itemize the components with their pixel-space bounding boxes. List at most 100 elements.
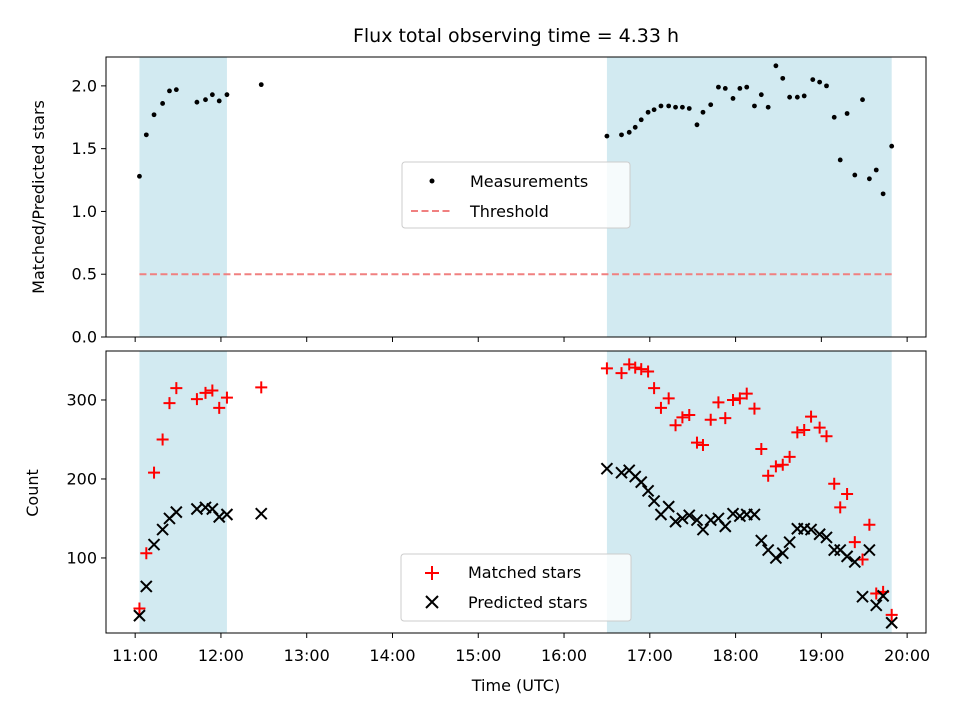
count-y-label: Count <box>23 469 42 517</box>
measurement-point <box>737 85 743 91</box>
predicted-star-point <box>615 466 628 479</box>
measurement-point <box>880 191 886 197</box>
measurement-point <box>817 79 823 85</box>
count-y-tick-label: 300 <box>66 390 97 409</box>
observing-band <box>606 57 892 337</box>
measurement-point <box>167 88 172 94</box>
matched-star-point <box>156 433 169 446</box>
predicted-star-point <box>848 555 862 569</box>
measurement-point <box>680 104 685 110</box>
predicted-star-point <box>635 475 648 489</box>
measurement-point <box>708 102 714 108</box>
predicted-star-point <box>696 523 710 536</box>
matched-star-point <box>669 419 682 432</box>
matched-star-point <box>813 421 826 434</box>
time-x-tick-label: 20:00 <box>884 646 930 665</box>
count-y-tick-label: 100 <box>66 548 97 567</box>
predicted-star-point <box>783 535 796 549</box>
matched-star-point <box>140 547 153 560</box>
measurement-point <box>632 124 638 130</box>
measurement-point <box>810 77 816 83</box>
matched-star-point <box>783 450 796 463</box>
predicted-star-point <box>863 543 876 557</box>
x-axis-label: Time (UTC) <box>471 676 560 695</box>
measurement-point <box>722 85 728 91</box>
count-y-axis: 100 200 300 <box>66 390 106 567</box>
measurement-point <box>203 97 208 103</box>
matched-star-point <box>206 384 219 397</box>
predicted-star-point <box>885 616 898 629</box>
predicted-star-point <box>683 509 696 522</box>
measurement-point <box>716 84 721 90</box>
matched-star-point <box>719 412 732 425</box>
count-y-tick-label: 200 <box>66 469 97 488</box>
matched-star-point <box>642 365 655 378</box>
measurement-point <box>866 176 872 182</box>
predicted-star-point <box>813 528 826 541</box>
matched-star-point <box>696 439 709 451</box>
predicted-star-point <box>755 534 768 547</box>
matched-star-point <box>648 382 661 395</box>
count-legend-box <box>400 553 632 622</box>
matched-star-point <box>704 413 717 426</box>
ratio-x-ticks <box>134 337 908 342</box>
matched-star-point <box>848 536 861 549</box>
matched-star-point <box>690 436 703 449</box>
matched-star-point <box>805 410 818 423</box>
measurement-point <box>744 84 750 90</box>
measurement-point <box>773 63 779 69</box>
measurement-point <box>700 109 706 115</box>
matched-star-point <box>863 518 876 531</box>
measurement-points <box>137 63 895 197</box>
matched-star-point <box>170 382 183 395</box>
observing-band <box>139 57 227 337</box>
measurement-point <box>752 103 757 109</box>
predicted-star-point <box>726 507 740 520</box>
observing-bands <box>139 351 892 633</box>
measurement-point <box>694 122 700 128</box>
ratio-y-tick-label: 0.0 <box>72 328 97 347</box>
time-x-tick-label: 14:00 <box>369 646 415 665</box>
predicted-star-point <box>133 609 146 622</box>
predicted-star-point <box>769 551 783 565</box>
matched-star-point <box>776 458 789 471</box>
measurement-point <box>844 111 850 116</box>
predicted-star-point <box>213 510 226 524</box>
matched-star-point <box>762 469 775 482</box>
predicted-star-point <box>255 507 268 520</box>
matched-star-point <box>623 358 636 371</box>
measurement-point <box>143 132 149 138</box>
matched-star-point <box>615 367 628 380</box>
ratio-legend: Measurements Threshold <box>401 161 631 229</box>
predicted-star-point <box>870 599 883 612</box>
legend-measurements-label: Measurements <box>470 172 588 191</box>
ratio-y-label: Matched/Predicted stars <box>29 100 48 294</box>
measurement-point <box>209 92 215 98</box>
measurement-point <box>216 98 222 104</box>
measurement-point <box>889 143 895 149</box>
measurement-point <box>758 92 764 98</box>
predicted-star-point <box>719 520 732 533</box>
measurement-point <box>852 172 858 178</box>
predicted-star-point <box>669 515 682 528</box>
legend-predicted-label: Predicted stars <box>468 593 588 612</box>
measurement-point <box>604 133 610 139</box>
ratio-plot-frame <box>105 56 927 338</box>
time-x-tick-label: 15:00 <box>455 646 501 665</box>
predicted-star-point <box>820 531 833 544</box>
matched-star-point <box>213 401 226 414</box>
matched-star-point <box>769 460 782 473</box>
predicted-star-point <box>170 505 183 519</box>
matched-star-point <box>255 381 268 394</box>
time-x-tick-label: 16:00 <box>541 646 587 665</box>
measurement-point <box>686 106 692 111</box>
predicted-star-point <box>641 484 655 498</box>
matched-star-point <box>748 402 761 415</box>
measurement-point <box>160 101 166 106</box>
predicted-star-point <box>690 513 704 527</box>
legend-measurements-marker <box>429 178 435 184</box>
predicted-star-point <box>748 508 761 521</box>
measurement-point <box>651 107 657 113</box>
measurement-point <box>831 114 837 120</box>
